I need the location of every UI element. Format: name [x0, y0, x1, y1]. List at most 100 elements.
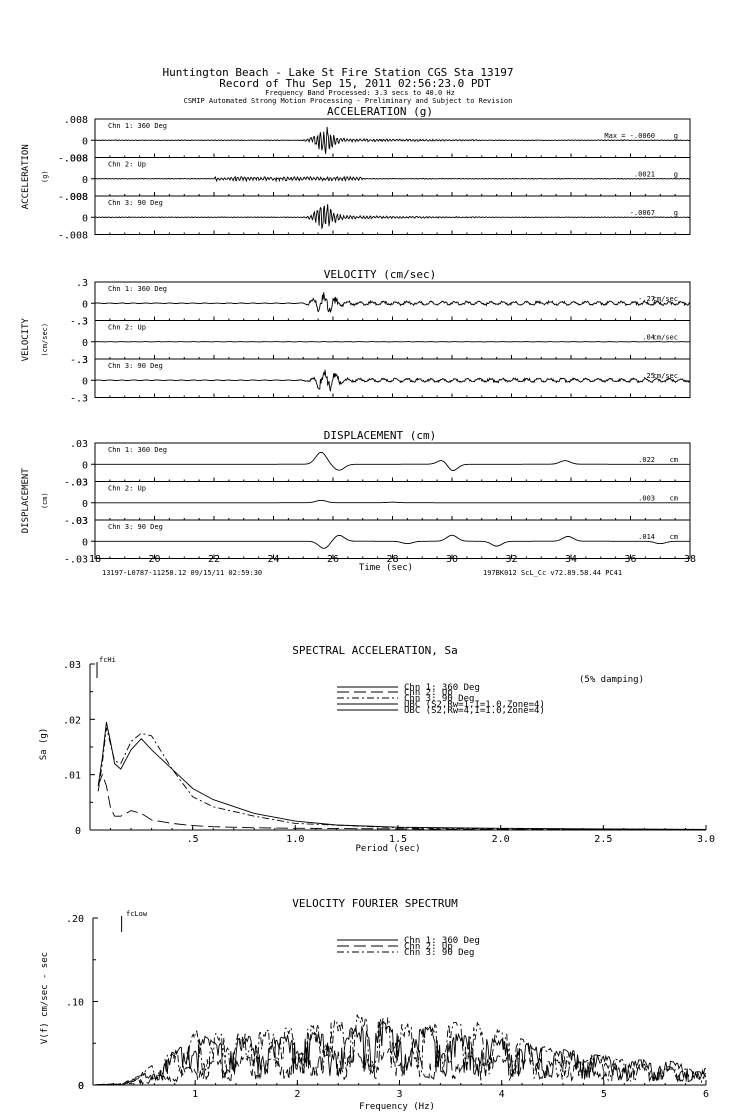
- fs-x-tick-label: 4: [499, 1089, 505, 1100]
- y-tick-top: .03: [70, 439, 88, 450]
- panel-title-0: ACCELERATION (g): [327, 105, 433, 118]
- time-tick-label: 32: [505, 554, 517, 565]
- channel-frame: [94, 118, 691, 158]
- panel-side-label-1: VELOCITY: [21, 318, 31, 362]
- channel-frame: [94, 320, 691, 360]
- fs-x-tick-label: 2: [294, 1089, 300, 1100]
- channel-frame: [94, 442, 691, 482]
- y-tick-bottom: -.008: [58, 192, 88, 203]
- channel-trace: [95, 499, 690, 504]
- panel-unit-label-1: (cm/sec): [41, 323, 49, 357]
- channel-frame: [94, 519, 691, 559]
- sa-x-tick-label: 2.5: [594, 834, 612, 845]
- sa-y-tick-label: 0: [75, 826, 81, 837]
- fs-x-tick-label: 5: [601, 1089, 607, 1100]
- y-tick-zero: 0: [82, 213, 88, 224]
- fs-series-line: [92, 1014, 707, 1086]
- sa-legend-label: Chn 1: 360 Deg: [404, 683, 480, 693]
- time-tick-label: 20: [148, 554, 160, 565]
- header-process: CSMIP Automated Strong Motion Processing…: [184, 97, 513, 105]
- fs-y-tick-label: 0: [78, 1081, 84, 1092]
- spectral-acceleration-chart: .03 .02 .01 0 .5 1.0 1.5 2.0 2.5 3.0 Chn 1: 360 De…: [63, 660, 715, 845]
- channel-trace: [94, 204, 691, 230]
- sa-x-tick-label: 1.5: [389, 834, 407, 845]
- fs-legend-label: Chn 1: 360 Deg: [404, 936, 480, 946]
- y-tick-zero: 0: [82, 460, 88, 471]
- y-tick-bottom: -.3: [70, 317, 88, 328]
- time-tick-label: 38: [684, 554, 696, 565]
- sa-x-tick-label: 1.0: [286, 834, 304, 845]
- fs-series-line: [92, 1020, 707, 1086]
- header-record: Record of Thu Sep 15, 2011 02:56:23.0 PD…: [219, 77, 491, 90]
- channel-trace: [94, 369, 691, 392]
- time-axis: 18 20 22 24 26 28 30 32 34 36 38: [89, 554, 696, 565]
- y-tick-top: .008: [64, 154, 88, 165]
- sa-xlabel: Period (sec): [355, 844, 420, 854]
- channel-max-value: Max = -.0060: [604, 132, 655, 140]
- channel-label: Chn 3: 90 Deg: [108, 362, 163, 370]
- fs-y-tick-label: .20: [66, 914, 84, 925]
- y-tick-zero: 0: [82, 175, 88, 186]
- sa-y-tick-label: .01: [63, 771, 81, 782]
- sa-y-tick-label: .02: [63, 715, 81, 726]
- channel-unit: cm/sec: [653, 295, 678, 303]
- y-tick-zero: 0: [82, 136, 88, 147]
- sa-title: SPECTRAL ACCELERATION, Sa: [292, 644, 458, 657]
- panel-title-1: VELOCITY (cm/sec): [324, 268, 437, 281]
- channel-2-2: .03 0 -.03 Chn 3: 90 Deg .014 cm: [64, 516, 691, 566]
- channel-max-value: .003: [638, 495, 655, 503]
- channel-label: Chn 1: 360 Deg: [108, 285, 167, 293]
- time-tick-label: 24: [267, 554, 279, 565]
- channel-0-2: .008 0 -.008 Chn 3: 90 Deg -.0067 g: [58, 192, 691, 242]
- fs-x-tick-label: 3: [396, 1089, 402, 1100]
- sa-legend-label: UBC (S2,Rw=4,I=1.0,Zone=4): [404, 706, 545, 716]
- channel-trace: [95, 451, 690, 471]
- y-tick-bottom: -.03: [64, 516, 88, 527]
- panel-unit-label-0: (g): [41, 170, 49, 183]
- time-tick-label: 30: [446, 554, 458, 565]
- sa-x-tick-label: 2.0: [492, 834, 510, 845]
- y-tick-zero: 0: [82, 338, 88, 349]
- sa-ylabel: Sa (g): [39, 728, 49, 761]
- channel-max-value: -.0067: [630, 209, 655, 217]
- channel-max-value: -.27: [638, 295, 655, 303]
- channel-label: Chn 1: 360 Deg: [108, 446, 167, 454]
- channel-unit: g: [674, 209, 678, 217]
- channel-frame: [94, 281, 691, 321]
- channel-unit: cm/sec: [653, 372, 678, 380]
- fs-ylabel: V(f) cm/sec - sec: [40, 952, 50, 1044]
- channel-trace: [95, 534, 690, 549]
- header-band: Frequency Band Processed: 3.3 secs to 40…: [265, 89, 455, 97]
- fs-xlabel: Frequency (Hz): [359, 1102, 435, 1112]
- panel-title-2: DISPLACEMENT (cm): [324, 429, 437, 442]
- y-tick-bottom: -.03: [64, 555, 88, 566]
- channel-frame: [94, 157, 691, 197]
- channel-unit: g: [674, 171, 678, 179]
- panel-side-label-0: ACCELERATION: [21, 144, 31, 209]
- y-tick-top: .008: [64, 115, 88, 126]
- fs-x-tick-label: 1: [192, 1089, 198, 1100]
- time-tick-label: 22: [208, 554, 220, 565]
- y-tick-top: .03: [70, 516, 88, 527]
- channel-trace: [94, 292, 691, 313]
- y-tick-bottom: -.008: [58, 154, 88, 165]
- channel-trace: [94, 175, 691, 183]
- y-tick-zero: 0: [82, 499, 88, 510]
- fs-legend-label: Chn 3: 90 Deg: [404, 948, 474, 958]
- channel-max-value: .04: [642, 334, 655, 342]
- y-tick-top: .3: [76, 317, 88, 328]
- y-tick-top: .03: [70, 478, 88, 489]
- sa-fchi-label: fcHi: [99, 656, 116, 664]
- time-axis-label: Time (sec): [359, 563, 413, 573]
- fs-y-tick-label: .10: [66, 998, 84, 1009]
- channel-label: Chn 3: 90 Deg: [108, 523, 163, 531]
- channel-frame: [94, 195, 691, 235]
- sa-legend-label: Chn 2: Up: [404, 688, 453, 698]
- channel-unit: g: [674, 132, 678, 140]
- y-tick-zero: 0: [82, 376, 88, 387]
- y-tick-top: .3: [76, 278, 88, 289]
- time-series-area: ACCELERATION (g) ACCELERATION (g) .008 0 -.00…: [21, 105, 691, 566]
- channel-label: Chn 2: Up: [108, 485, 146, 493]
- channel-max-value: .022: [638, 456, 655, 464]
